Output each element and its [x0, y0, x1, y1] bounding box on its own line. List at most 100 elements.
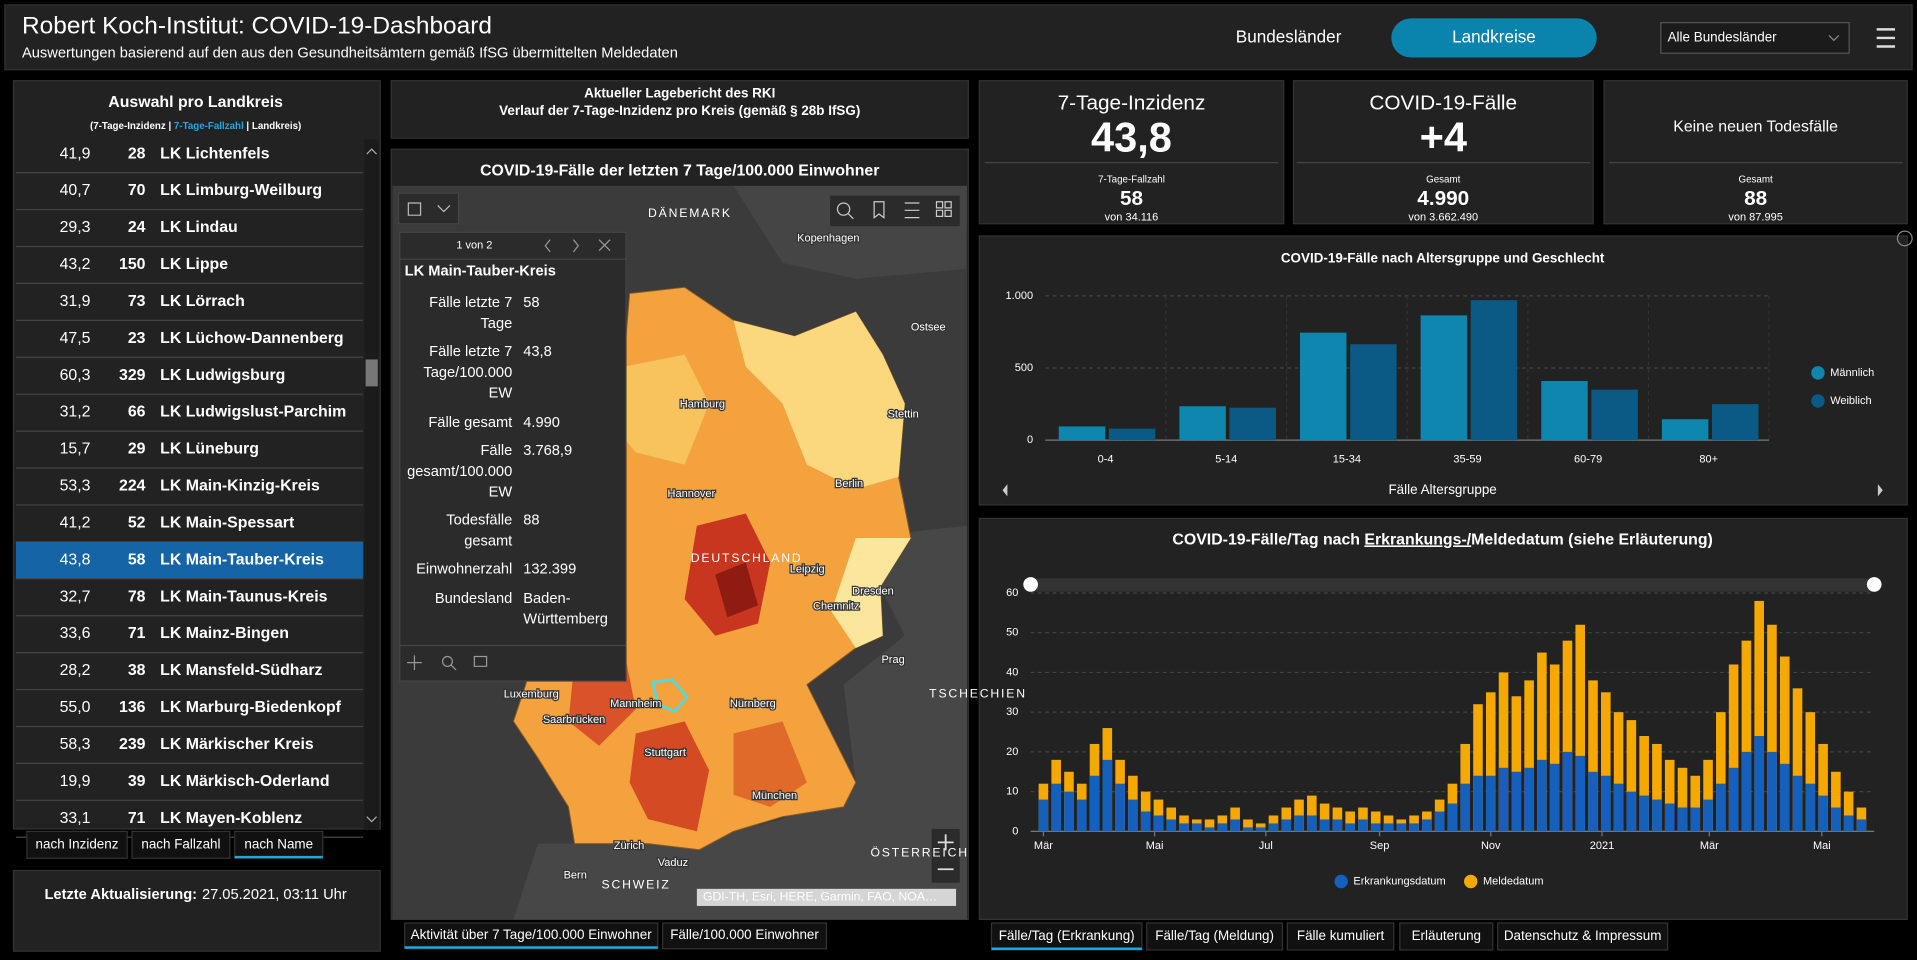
- tab-label[interactable]: nach Fallzahl: [141, 836, 220, 851]
- case-count: 70: [128, 182, 146, 199]
- bar: [1383, 823, 1394, 832]
- tab[interactable]: [1497, 922, 1669, 951]
- district-name: LK Lüneburg: [160, 441, 259, 458]
- page-title: Robert Koch-Institut: COVID-19-Dashboard: [22, 12, 492, 39]
- tab-label[interactable]: Erläuterung: [1412, 928, 1481, 943]
- chart-title: COVID-19-Fälle/Tag nach Erkrankungs-/Mel…: [1172, 532, 1712, 549]
- map-city-label: Nürnberg: [730, 698, 776, 710]
- update-label: Letzte Aktualisierung:: [44, 887, 197, 903]
- map-selected-county[interactable]: [651, 678, 689, 714]
- popup-tools[interactable]: [407, 655, 488, 671]
- chart-title: COVID-19-Fälle nach Altersgruppe und Ges…: [1281, 251, 1605, 266]
- bar: [1805, 712, 1816, 832]
- bar: [1792, 688, 1803, 832]
- field-value: 4.990: [523, 415, 560, 431]
- bar: [1767, 751, 1777, 832]
- bar: [1434, 811, 1445, 832]
- expand-icon[interactable]: [1896, 230, 1913, 247]
- bar: [1831, 771, 1841, 832]
- bar: [1345, 823, 1355, 832]
- incidence: 29,3: [60, 219, 91, 236]
- bar: [1498, 767, 1509, 832]
- district-name: LK Main-Tauber-Kreis: [160, 551, 324, 568]
- slider-handle[interactable]: [1866, 577, 1882, 592]
- bar: [1677, 767, 1688, 832]
- bar: [1591, 389, 1638, 441]
- tab-label[interactable]: nach Inzidenz: [36, 836, 119, 851]
- bar: [1524, 767, 1534, 832]
- incidence: 43,8: [60, 551, 91, 568]
- tab[interactable]: [1146, 922, 1284, 951]
- menu-icon[interactable]: [1876, 28, 1895, 48]
- incidence: 33,1: [60, 810, 91, 827]
- legend-part: | Landkreis): [244, 121, 302, 132]
- bar: [1179, 406, 1226, 441]
- legend-swatch: [1464, 874, 1478, 889]
- scrollbar-thumb[interactable]: [365, 359, 378, 387]
- map-tool-icon: [407, 202, 451, 216]
- kpi-sub-note: von 87.995: [1728, 212, 1782, 224]
- map-toolbar-icons: [836, 201, 952, 220]
- dropdown[interactable]: [1660, 22, 1850, 54]
- bar: [1511, 696, 1522, 832]
- tab-label[interactable]: nach Name: [244, 836, 313, 851]
- field-value: 88: [523, 513, 539, 529]
- time-slider[interactable]: [1030, 578, 1875, 592]
- district-name: LK Lüchow-Dannenberg: [160, 330, 343, 347]
- map-city-label: Bern: [564, 869, 587, 881]
- district-name: LK Lindau: [160, 219, 238, 236]
- district-name: LK Mayen-Koblenz: [160, 810, 302, 827]
- bar: [1473, 704, 1483, 832]
- field-value: 43,8: [523, 344, 552, 360]
- map-country-label: ÖSTERREICH: [870, 846, 968, 860]
- field-label: Einwohnerzahl: [416, 562, 512, 578]
- tab[interactable]: [662, 922, 828, 950]
- tab[interactable]: [234, 830, 324, 859]
- nav-link[interactable]: Bundesländer: [1236, 27, 1342, 46]
- map-tool[interactable]: [397, 192, 460, 225]
- slider-handle[interactable]: [1023, 577, 1038, 592]
- x-tick-label: Mär: [1034, 840, 1053, 852]
- tab-label[interactable]: Aktivität über 7 Tage/100.000 Einwohner: [411, 927, 653, 942]
- tab[interactable]: [1399, 922, 1494, 951]
- popup-controls[interactable]: [544, 239, 611, 253]
- x-tick-label: 2021: [1590, 840, 1614, 852]
- bar: [1805, 783, 1816, 832]
- bar: [1652, 743, 1662, 832]
- title-part: Meldedatum (siehe Erläuterung): [1471, 532, 1713, 549]
- district-name: LK Lichtenfels: [160, 145, 270, 162]
- tab-label[interactable]: Datenschutz & Impressum: [1504, 928, 1662, 943]
- list-title: Auswahl pro Landkreis: [108, 94, 283, 111]
- tab-label[interactable]: Fälle kumuliert: [1297, 928, 1385, 943]
- scroll-arrows[interactable]: [366, 148, 377, 823]
- map-city-label: Vaduz: [658, 857, 688, 869]
- kpi-sub-note: von 34.116: [1105, 212, 1159, 224]
- bar: [1300, 332, 1347, 441]
- nav-button-active[interactable]: [1391, 18, 1597, 58]
- incidence: 58,3: [60, 736, 91, 753]
- tab[interactable]: [990, 922, 1143, 951]
- tab[interactable]: [26, 830, 128, 859]
- bar: [1473, 775, 1483, 832]
- kpi-sub-value: 88: [1744, 187, 1767, 210]
- bar: [1562, 751, 1573, 832]
- bar: [1268, 823, 1279, 832]
- tab-label[interactable]: Fälle/Tag (Meldung): [1155, 928, 1274, 943]
- dropdown-text[interactable]: Alle Bundesländer: [1668, 29, 1778, 44]
- tab-label[interactable]: Fälle/Tag (Erkrankung): [999, 928, 1135, 943]
- tab[interactable]: [131, 830, 231, 859]
- field-label: Fälle: [480, 443, 512, 459]
- map-city-label: Ostsee: [911, 322, 946, 334]
- bar: [1089, 775, 1100, 832]
- x-tick-label: Jul: [1259, 840, 1273, 852]
- y-tick-label: 10: [1006, 786, 1018, 798]
- bar: [1038, 799, 1049, 832]
- x-tick-label: Mai: [1813, 840, 1831, 852]
- kpi-sub-value: 58: [1120, 187, 1143, 210]
- kpi-panel: [978, 80, 1285, 225]
- tab-label[interactable]: Fälle/100.000 Einwohner: [670, 927, 819, 942]
- map-city-label: Berlin: [835, 478, 863, 490]
- nav-link[interactable]: Landkreise: [1452, 27, 1536, 46]
- tab[interactable]: [1286, 922, 1395, 951]
- list-row-selected[interactable]: [15, 541, 364, 579]
